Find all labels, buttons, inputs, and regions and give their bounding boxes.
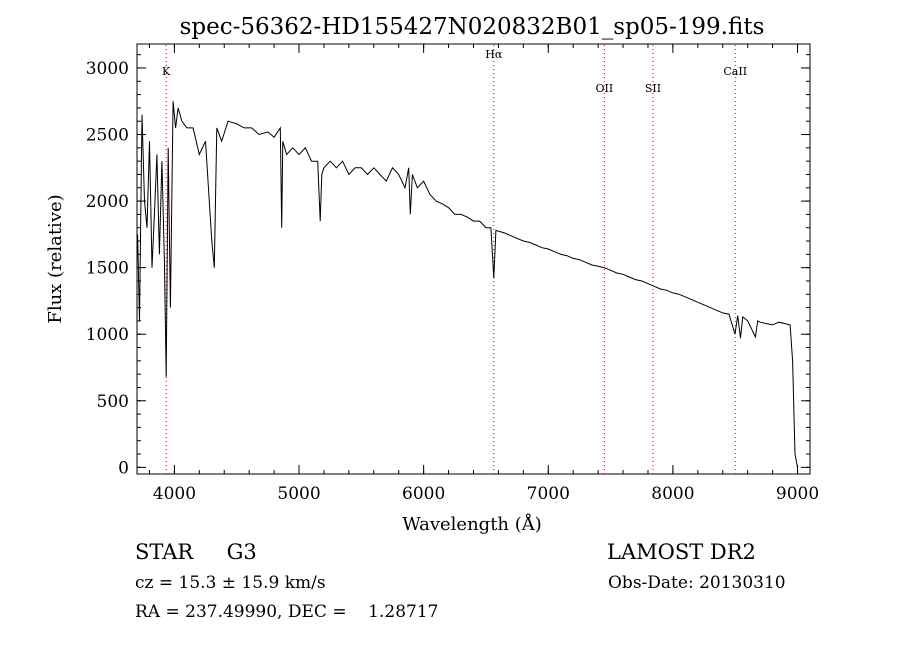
- x-axis-label: Wavelength (Å): [402, 513, 542, 535]
- y-tick-label: 500: [97, 392, 129, 412]
- x-tick-label: 8000: [651, 484, 694, 504]
- y-tick-label: 1500: [86, 259, 129, 279]
- x-tick-label: 9000: [776, 484, 819, 504]
- spectral-line-label: SII: [645, 82, 661, 95]
- x-tick-label: 5000: [277, 484, 320, 504]
- x-tick-label: 6000: [402, 484, 445, 504]
- axis-ticks: [137, 44, 810, 474]
- object-type: STAR G3: [135, 540, 257, 564]
- spectral-line-label: K: [162, 65, 171, 78]
- y-tick-label: 3000: [86, 59, 129, 79]
- spectral-line-markers: K Hα OII SII CaII: [162, 45, 747, 474]
- x-tick-label: 4000: [153, 484, 196, 504]
- spectral-line-label: OII: [596, 82, 614, 95]
- chart-title: spec-56362-HD155427N020832B01_sp05-199.f…: [180, 14, 765, 40]
- survey-name: LAMOST DR2: [607, 540, 756, 564]
- coordinates-readout: RA = 237.49990, DEC = 1.28717: [135, 602, 439, 622]
- y-axis-label: Flux (relative): [45, 194, 66, 323]
- series-layer: [137, 101, 798, 468]
- y-tick-label: 0: [118, 458, 129, 478]
- y-tick-label: 2000: [86, 192, 129, 212]
- x-tick-label: 7000: [527, 484, 570, 504]
- y-tick-label: 1000: [86, 325, 129, 345]
- spectral-line-label: Hα: [485, 48, 503, 61]
- spectral-line-label: CaII: [723, 65, 747, 78]
- y-tick-label: 2500: [86, 126, 129, 146]
- spectrum-line: [137, 101, 798, 468]
- plot-frame: [136, 43, 811, 475]
- redshift-readout: cz = 15.3 ± 15.9 km/s: [135, 573, 326, 593]
- observation-date: Obs-Date: 20130310: [608, 573, 786, 593]
- axis-tick-labels: 4000 5000 6000 7000 8000 9000 0 500 1000 1500 2000…: [86, 59, 819, 504]
